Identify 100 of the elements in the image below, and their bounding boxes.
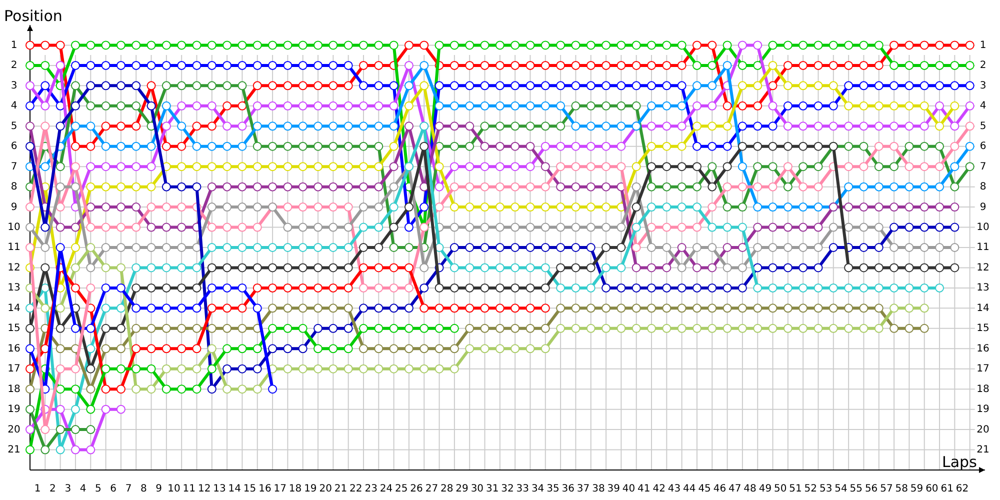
point: [146, 384, 156, 394]
point: [192, 324, 202, 333]
point: [86, 425, 96, 434]
point: [40, 425, 50, 434]
point: [662, 304, 672, 313]
x-tick-label: 23: [364, 484, 378, 495]
point: [252, 384, 262, 394]
point: [814, 304, 823, 313]
y-tick-label: 5: [10, 120, 18, 132]
point: [753, 324, 762, 333]
y-tick-label: 1: [10, 40, 18, 51]
x-tick-label: 4: [80, 484, 86, 495]
x-tick-label: 14: [228, 484, 242, 495]
point: [389, 344, 398, 354]
y-tick-label: 10: [8, 222, 20, 234]
point: [86, 243, 96, 252]
point: [358, 364, 368, 374]
point: [344, 304, 353, 313]
x-tick-label: 29: [456, 484, 468, 495]
point: [56, 304, 65, 313]
y2-tick-label: 12: [976, 262, 990, 274]
point: [374, 263, 384, 272]
y-tick-label: 4: [10, 100, 18, 112]
x-tick-label: 28: [440, 484, 454, 495]
x-tick-label: 16: [258, 484, 272, 495]
point: [510, 304, 520, 313]
x-tick-label: 47: [728, 484, 742, 495]
point: [252, 283, 262, 292]
point: [495, 324, 504, 333]
x-tick-label: 15: [243, 484, 256, 495]
point: [207, 324, 216, 333]
point: [358, 324, 368, 333]
y2-tick-label: 10: [976, 222, 990, 234]
point: [116, 404, 126, 414]
point: [101, 344, 110, 354]
point: [314, 344, 323, 354]
y-tick-label: 12: [8, 262, 20, 274]
x-tick-label: 24: [380, 484, 393, 495]
x-tick-label: 41: [638, 484, 650, 495]
point: [344, 364, 353, 374]
point: [207, 364, 216, 374]
point: [374, 324, 384, 333]
y2-tick-label: 11: [976, 242, 990, 254]
point: [70, 283, 80, 292]
x-tick-label: 13: [213, 484, 226, 495]
x-tick-label: 19: [304, 484, 317, 495]
y-tick-label: 6: [10, 141, 18, 152]
point: [616, 304, 626, 313]
point: [358, 263, 368, 272]
point: [192, 304, 202, 313]
point: [283, 283, 292, 292]
point: [389, 263, 398, 272]
x-tick-label: 62: [956, 484, 969, 495]
point: [86, 404, 96, 414]
x-tick-label: 61: [940, 484, 954, 495]
x-tick-label: 37: [576, 484, 590, 495]
x-tick-label: 58: [895, 484, 908, 495]
point: [26, 364, 34, 374]
y-tick-label: 20: [8, 424, 20, 436]
point: [738, 304, 747, 313]
point: [480, 324, 490, 333]
point: [314, 304, 323, 313]
point: [692, 324, 702, 333]
point: [86, 324, 96, 333]
point: [540, 304, 550, 313]
y2-tick-label: 4: [980, 100, 986, 112]
point: [328, 364, 338, 374]
point: [70, 384, 80, 394]
x-tick-label: 51: [789, 484, 802, 495]
point: [480, 344, 490, 354]
point: [238, 324, 247, 333]
point: [26, 344, 34, 354]
point: [358, 344, 368, 354]
point: [252, 304, 262, 313]
point: [434, 324, 444, 333]
point: [828, 324, 838, 333]
point: [268, 304, 278, 313]
point: [890, 324, 899, 333]
point: [40, 304, 50, 313]
point: [616, 324, 626, 333]
y2-tick-label: 6: [980, 141, 986, 152]
x-tick-label: 33: [516, 484, 530, 495]
point: [844, 304, 854, 313]
point: [162, 364, 171, 374]
point: [389, 324, 398, 333]
x-tick-label: 1: [34, 484, 41, 495]
point: [647, 324, 656, 333]
x-tick-label: 49: [758, 484, 772, 495]
point: [146, 324, 156, 333]
x-tick-label: 20: [319, 484, 332, 495]
y2-tick-label: 1: [980, 40, 986, 51]
point: [70, 425, 80, 434]
point: [222, 344, 232, 354]
point: [86, 384, 96, 394]
point: [116, 364, 126, 374]
point: [177, 324, 186, 333]
y2-tick-label: 5: [980, 120, 986, 132]
x-tick-label: 48: [744, 484, 756, 495]
point: [70, 445, 80, 454]
point: [283, 304, 292, 313]
